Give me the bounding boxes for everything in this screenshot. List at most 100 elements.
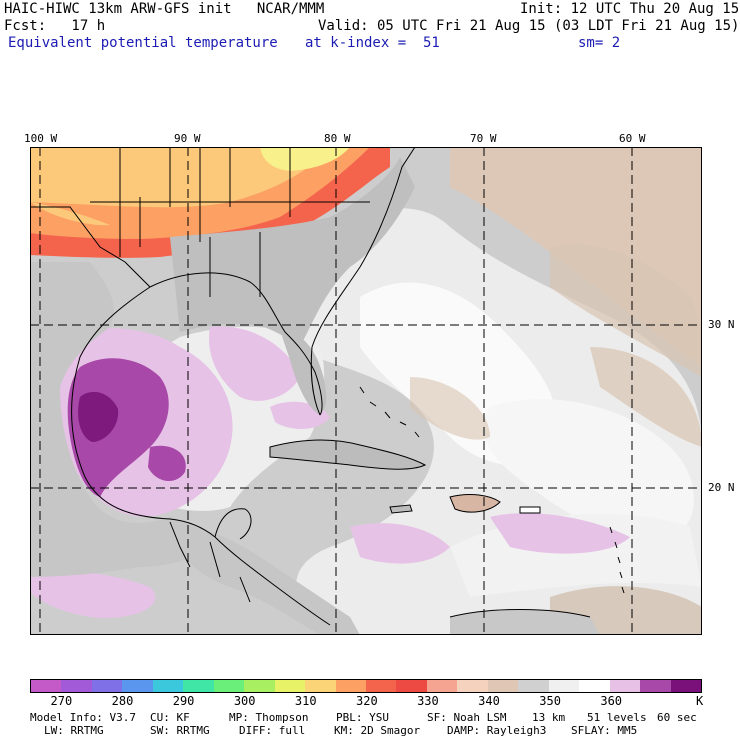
colorbar-swatch (152, 680, 184, 692)
colorbar-tick-label: 310 (294, 694, 317, 708)
colorbar-unit: K (696, 694, 704, 708)
land-central-america (170, 517, 360, 635)
colorbar-tick-label: 330 (417, 694, 439, 708)
atlantic-tan-3 (410, 377, 490, 440)
us-east-coast (310, 147, 416, 416)
land-cuba (270, 439, 425, 470)
map-boundaries (30, 147, 625, 626)
us-coast (149, 272, 323, 416)
gulf-coast-mexico (71, 286, 216, 538)
forecast-hour: Fcst: 17 h (4, 18, 106, 34)
jamaica-outline (389, 504, 413, 514)
atlantic-tan-2 (550, 244, 702, 377)
bahamas (359, 386, 420, 438)
colorbar-swatch (640, 680, 671, 692)
purple-darkest-gulf (78, 391, 119, 442)
colorbar-swatch (457, 680, 488, 692)
colorbar-tick-label: 270 (50, 694, 73, 708)
footer-model-info: Model Info: V3.7 (30, 711, 136, 724)
init-time: Init: 12 UTC Thu 20 Aug 15 (520, 1, 740, 17)
map-frame (30, 147, 702, 635)
footer-sf: SF: Noah LSM (427, 711, 507, 724)
colorbar-swatch (274, 680, 306, 692)
purple-light-caribbean (350, 523, 450, 564)
colorbar-swatch (609, 680, 641, 692)
colorbar-swatch (305, 680, 336, 692)
footer-timestep: 60 sec (657, 711, 697, 724)
purple-dark-gulf-2 (148, 445, 186, 482)
colorbar-swatch (122, 680, 153, 692)
colorbar-swatch (579, 680, 610, 692)
colorbar-swatch (487, 680, 519, 692)
lon-label-70w: 70 W (470, 132, 497, 145)
land-puerto-rico (520, 507, 540, 513)
colorbar-swatch (670, 680, 701, 692)
colorbar-tick-label: 280 (111, 694, 134, 708)
land-south-america (450, 609, 600, 635)
ocean-white-band-2 (483, 399, 694, 539)
land-us-southeast (170, 157, 415, 347)
footer-mp: MP: Thompson (229, 711, 309, 724)
lon-label-90w: 90 W (174, 132, 201, 145)
colorbar-swatch (183, 680, 214, 692)
colorbar-swatch (31, 680, 62, 692)
colorbar-tick-label: 320 (356, 694, 378, 708)
level-label: at k-index = 51 (305, 35, 440, 51)
colorbar-swatch (518, 680, 549, 692)
footer-pbl: PBL: YSU (336, 711, 389, 724)
theta-e-map (30, 147, 702, 635)
lat-label-20n: 20 N (708, 481, 735, 494)
lon-label-80w: 80 W (324, 132, 351, 145)
colorbar-tick-label: 300 (233, 694, 256, 708)
colorbar-tick-label: 340 (478, 694, 500, 708)
colorbar-swatch (91, 680, 123, 692)
smoothing-label: sm= 2 (578, 35, 621, 51)
central-america-borders (169, 521, 251, 603)
footer-levels: 51 levels (587, 711, 647, 724)
footer-sw: SW: RRTMG (150, 724, 210, 737)
central-america-coast (214, 536, 331, 626)
colorbar-swatch (396, 680, 427, 692)
footer-diff: DIFF: full (239, 724, 306, 737)
colorbar-swatch (335, 680, 366, 692)
atlantic-tan-4 (590, 347, 702, 447)
land-hispaniola (450, 494, 500, 513)
valid-time: Valid: 05 UTC Fri 21 Aug 15 (03 LDT Fri … (318, 18, 740, 34)
theta-e-yellow-patch (260, 147, 350, 171)
hispaniola-outline (449, 494, 501, 513)
south-america-coast (449, 609, 591, 618)
colorbar-tick-label: 360 (600, 694, 623, 708)
land-jamaica (390, 505, 412, 513)
footer-cu: CU: KF (150, 711, 190, 724)
colorbar-swatch (426, 680, 458, 692)
field-name: Equivalent potential temperature (8, 35, 278, 51)
footer-km: KM: 2D Smagor (334, 724, 421, 737)
colorbar-swatch (213, 680, 245, 692)
state-lines (90, 147, 370, 297)
land-mexico (30, 262, 220, 577)
land-florida (280, 327, 327, 415)
purple-light-florida (209, 326, 300, 401)
yucatan (214, 508, 252, 540)
colorbar-swatch (244, 680, 275, 692)
colorbar-swatch (365, 680, 397, 692)
footer-lw: LW: RRTMG (44, 724, 104, 737)
cuba-outline (269, 439, 427, 470)
colorbar-tick-label: 350 (539, 694, 561, 708)
footer-resolution: 13 km (532, 711, 566, 724)
colorbar (30, 679, 702, 693)
model-title: HAIC-HIWC 13km ARW-GFS init NCAR/MMM (4, 1, 325, 17)
pr-outline (519, 506, 541, 514)
theta-e-orange-band (30, 147, 330, 208)
lesser-antilles (609, 526, 625, 594)
lon-label-100w: 100 W (24, 132, 58, 145)
mexico-border (30, 206, 151, 288)
theta-e-orange-patch-2 (30, 202, 110, 226)
lat-label-30n: 30 N (708, 318, 735, 331)
purple-light-sw (30, 571, 156, 618)
lon-label-60w: 60 W (619, 132, 646, 145)
purple-light-east (490, 513, 630, 554)
lat-lon-grid (30, 147, 702, 635)
colorbar-swatch (61, 680, 92, 692)
footer-damp: DAMP: Rayleigh3 (447, 724, 547, 737)
